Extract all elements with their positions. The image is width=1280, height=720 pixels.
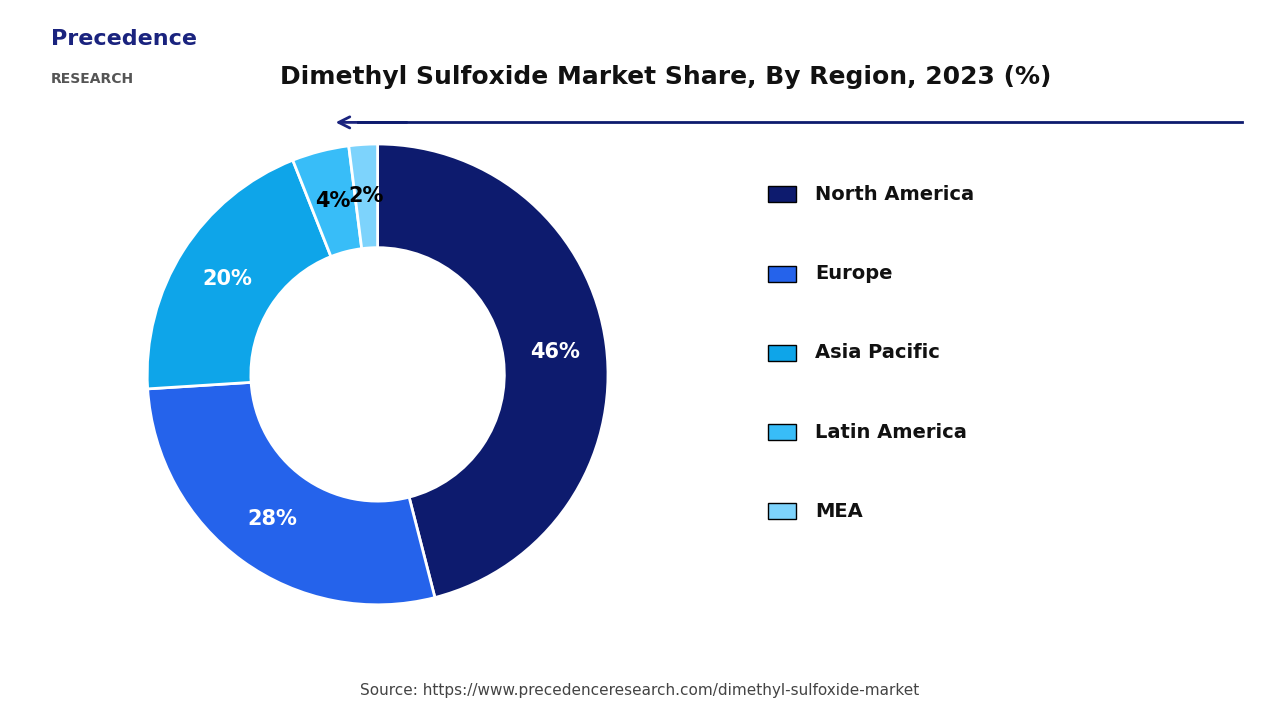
- Text: 20%: 20%: [202, 269, 252, 289]
- Wedge shape: [147, 160, 332, 389]
- Text: Precedence: Precedence: [51, 29, 197, 49]
- Wedge shape: [348, 144, 378, 248]
- Text: North America: North America: [815, 185, 974, 204]
- Text: 2%: 2%: [348, 186, 384, 206]
- Text: Source: https://www.precedenceresearch.com/dimethyl-sulfoxide-market: Source: https://www.precedenceresearch.c…: [361, 683, 919, 698]
- Wedge shape: [378, 144, 608, 598]
- Text: MEA: MEA: [815, 502, 863, 521]
- Text: 4%: 4%: [315, 192, 351, 212]
- Text: 28%: 28%: [248, 509, 297, 529]
- Wedge shape: [147, 382, 435, 605]
- Text: RESEARCH: RESEARCH: [51, 72, 134, 86]
- Wedge shape: [293, 146, 362, 256]
- Text: Asia Pacific: Asia Pacific: [815, 343, 941, 362]
- Text: Dimethyl Sulfoxide Market Share, By Region, 2023 (%): Dimethyl Sulfoxide Market Share, By Regi…: [280, 65, 1051, 89]
- Text: Europe: Europe: [815, 264, 893, 283]
- Text: 46%: 46%: [530, 342, 580, 362]
- Text: Latin America: Latin America: [815, 423, 968, 441]
